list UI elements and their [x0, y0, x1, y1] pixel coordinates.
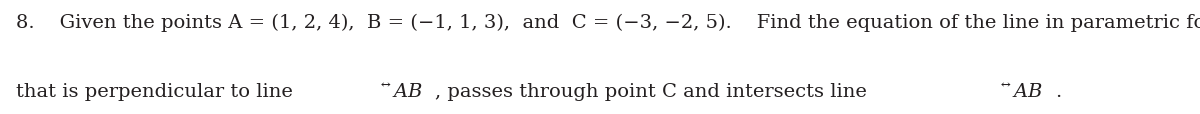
Text: , passes through point C and intersects line: , passes through point C and intersects …: [436, 82, 874, 100]
Text: 8.    Given the points A = (1, 2, 4),  B = (−1, 1, 3),  and  C = (−3, −2, 5).   : 8. Given the points A = (1, 2, 4), B = (…: [16, 14, 1200, 32]
Text: that is perpendicular to line: that is perpendicular to line: [16, 82, 299, 100]
Text: .: .: [1055, 82, 1061, 100]
Text: $\overleftrightarrow{AB}$: $\overleftrightarrow{AB}$: [1001, 82, 1043, 100]
Text: $\overleftrightarrow{AB}$: $\overleftrightarrow{AB}$: [380, 82, 422, 100]
